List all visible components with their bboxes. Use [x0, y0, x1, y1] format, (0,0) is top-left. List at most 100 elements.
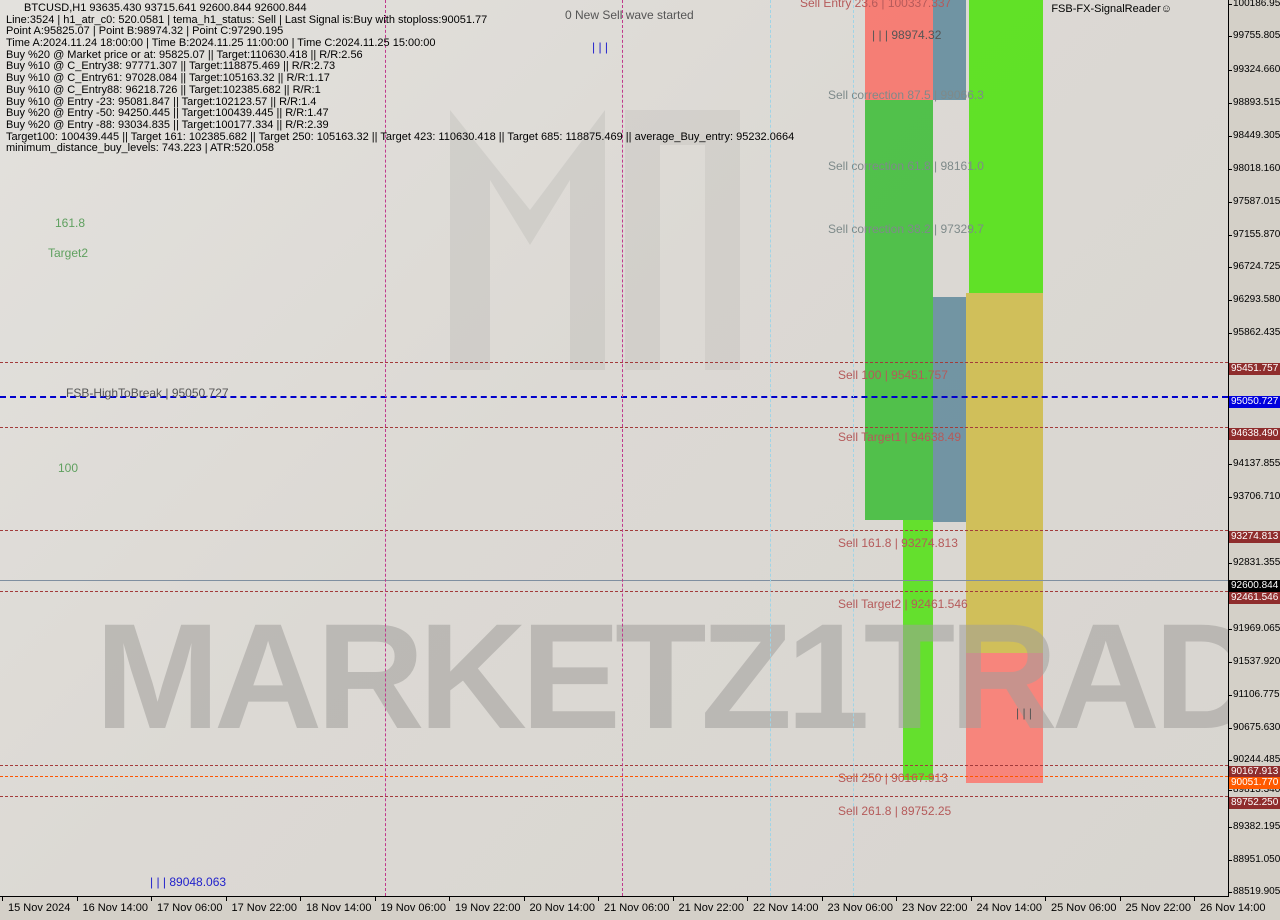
time-tickmark-5: [374, 897, 376, 901]
annotation-sell-1618: Sell 161.8 | 93274.813: [838, 536, 958, 550]
info-line-1: Point A:95825.07 | Point B:98974.32 | Po…: [6, 25, 284, 38]
info-line-4: Buy %10 @ C_Entry38: 97771.307 || Target…: [6, 60, 336, 73]
price-tickmark-25: [1229, 827, 1232, 828]
price-tag-target1[interactable]: 94638.490: [1229, 428, 1280, 440]
time-tickmark-7: [523, 897, 525, 901]
price-tick-6: 97587.015: [1233, 196, 1280, 207]
annotation-new-sell-wave: 0 New Sell wave started: [565, 8, 694, 22]
vline-session-3: [770, 0, 771, 896]
price-tickmark-22: [1229, 728, 1232, 729]
time-tick-8: 21 Nov 06:00: [604, 902, 670, 914]
price-tickmark-27: [1229, 892, 1232, 893]
symbol-ohlc-line: BTCUSD,H1 93635.430 93715.641 92600.844 …: [24, 2, 307, 14]
price-tickmark-10: [1229, 333, 1232, 334]
price-tick-17: 92831.355: [1233, 557, 1280, 568]
price-tickmark-17: [1229, 563, 1232, 564]
price-tick-19: 91969.065: [1233, 623, 1280, 634]
price-tick-22: 90675.630: [1233, 722, 1280, 733]
price-tick-5: 98018.160: [1233, 163, 1280, 174]
price-tickmark-24: [1229, 790, 1232, 791]
annotation-fib-1618-left: 161.8: [55, 216, 86, 230]
price-tag-sell1618[interactable]: 93274.813: [1229, 531, 1280, 543]
price-tick-26: 88951.050: [1233, 854, 1280, 865]
price-tag-sell100[interactable]: 95451.757: [1229, 363, 1280, 375]
info-line-0: Line:3524 | h1_atr_c0: 520.0581 | tema_h…: [6, 13, 488, 26]
level-stoploss: [0, 776, 1228, 777]
price-tick-3: 98893.515: [1233, 97, 1280, 108]
annotation-fib-100-left: 100: [58, 461, 79, 475]
price-tick-1: 99755.805: [1233, 30, 1280, 41]
chart-info-panel: BTCUSD,H1 93635.430 93715.641 92600.844 …: [6, 2, 794, 155]
time-tickmark-11: [821, 897, 823, 901]
time-tick-7: 20 Nov 14:00: [529, 902, 595, 914]
price-tag-last[interactable]: 92600.844: [1229, 580, 1280, 592]
annotation-high-to-break: FSB-HighToBreak | 95050.727: [66, 386, 229, 400]
price-tick-24: 89813.340: [1233, 784, 1280, 795]
chart-plot-area[interactable]: MARKETZ1TRADE BTCUSD,H1 93635.430 93715.…: [0, 0, 1229, 897]
time-tickmark-3: [225, 897, 227, 901]
annotation-sell-entry: Sell Entry 23.6 | 100337.337: [800, 0, 952, 10]
price-tick-7: 97155.870: [1233, 229, 1280, 240]
annotation-sell-2618: Sell 261.8 | 89752.25: [838, 804, 952, 818]
indicator-info-lines: Line:3524 | h1_atr_c0: 520.0581 | tema_h…: [6, 13, 794, 155]
price-tick-23: 90244.485: [1233, 754, 1280, 765]
price-tickmark-14: [1229, 464, 1232, 465]
vline-session-1: [385, 0, 386, 896]
price-tick-14: 94137.855: [1233, 458, 1280, 469]
time-tickmark-12: [896, 897, 897, 901]
time-tickmark-2: [151, 897, 152, 901]
vline-session-2: [622, 0, 623, 896]
time-tick-13: 24 Nov 14:00: [976, 902, 1042, 914]
time-tickmark-1: [76, 897, 78, 901]
annotation-sell-100: Sell 100 | 95451.757: [838, 368, 948, 382]
price-tickmark-1: [1229, 36, 1232, 37]
price-tickmark-9: [1229, 300, 1232, 301]
annotation-sell-target1: Sell Target1 | 94638.49: [838, 430, 961, 444]
price-tickmark-26: [1229, 860, 1232, 861]
price-tick-2: 99324.660: [1233, 64, 1280, 75]
price-tick-0: 100186.950: [1233, 0, 1280, 9]
price-tick-10: 95862.435: [1233, 327, 1280, 338]
time-tick-16: 26 Nov 14:00: [1200, 902, 1266, 914]
time-axis[interactable]: 15 Nov 2024 16 Nov 14:00 17 Nov 06:00 17 No…: [0, 897, 1265, 920]
price-tick-9: 96293.580: [1233, 294, 1280, 305]
level-sell-100: [0, 362, 1228, 363]
price-tick-25: 89382.195: [1233, 821, 1280, 832]
level-last-price: [0, 580, 1228, 581]
time-tickmark-8: [598, 897, 599, 901]
time-tickmark-16: [1194, 897, 1195, 901]
level-sell-target2: [0, 591, 1228, 592]
info-line-11: minimum_distance_buy_levels: 743.223 | A…: [6, 142, 275, 155]
price-tag-stoploss[interactable]: 90051.770: [1229, 777, 1280, 789]
price-tag-hightobreak[interactable]: 95050.727: [1229, 396, 1280, 408]
price-tag-sell2618[interactable]: 89752.250: [1229, 797, 1280, 809]
time-tickmark-4: [300, 897, 301, 901]
price-tickmark-20: [1229, 662, 1232, 663]
level-high-to-break: [0, 396, 1228, 398]
smiley-icon: ☺: [1160, 3, 1172, 15]
time-tick-4: 18 Nov 14:00: [306, 902, 372, 914]
info-line-6: Buy %10 @ C_Entry88: 96218.726 || Target…: [6, 83, 321, 96]
price-tick-21: 91106.775: [1233, 689, 1280, 700]
time-tickmark-0: [2, 897, 3, 901]
time-tick-0: 15 Nov 2024: [8, 902, 71, 914]
vline-session-4: [853, 0, 854, 896]
annotation-sell-corr-875: Sell correction 87.5 | 99066.3: [828, 88, 984, 102]
price-axis[interactable]: 100186.950 99755.805 99324.660 98893.515 984…: [1229, 0, 1280, 897]
signal-reader-text: FSB-FX-SignalReader: [1051, 3, 1161, 15]
price-tag-sell250[interactable]: 90167.913: [1229, 766, 1280, 778]
time-tickmark-15: [1119, 897, 1121, 901]
price-tag-target2[interactable]: 92461.546: [1229, 592, 1280, 604]
time-tick-6: 19 Nov 22:00: [455, 902, 521, 914]
time-tick-3: 17 Nov 22:00: [231, 902, 297, 914]
level-sell-2618: [0, 796, 1228, 797]
annotation-sell-250: Sell 250 | 90167.913: [838, 771, 948, 785]
time-tick-1: 16 Nov 14:00: [82, 902, 148, 914]
annotation-target2-left: Target2: [48, 246, 89, 260]
annotation-sell-target2: Sell Target2 | 92461.546: [838, 597, 968, 611]
price-tickmark-4: [1229, 136, 1232, 137]
price-tickmark-5: [1229, 169, 1232, 170]
time-tick-15: 25 Nov 22:00: [1125, 902, 1191, 914]
price-tickmark-2: [1229, 70, 1232, 71]
